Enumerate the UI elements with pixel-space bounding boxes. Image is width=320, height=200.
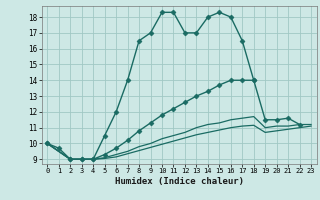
X-axis label: Humidex (Indice chaleur): Humidex (Indice chaleur) [115,177,244,186]
